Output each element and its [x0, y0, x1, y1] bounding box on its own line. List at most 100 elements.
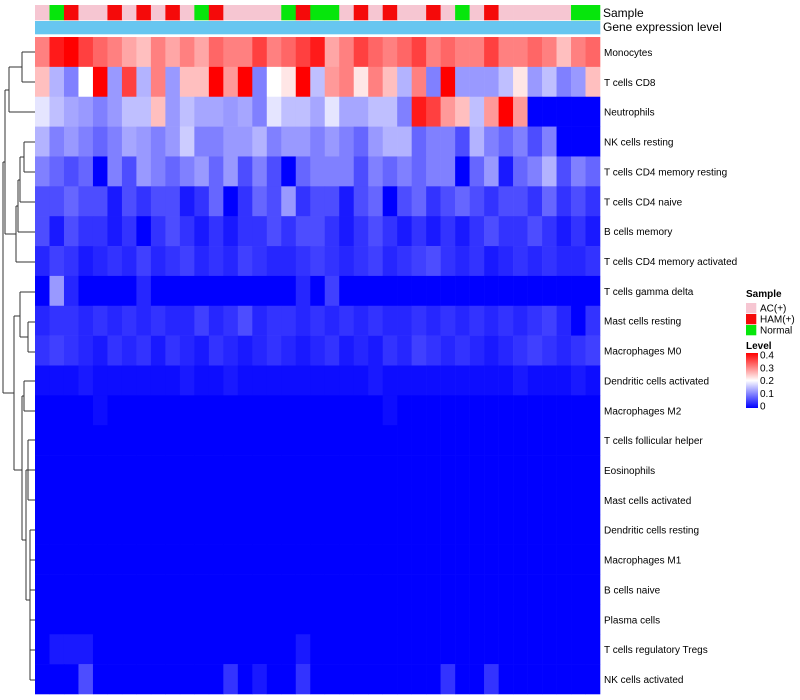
- heatmap-cell: [339, 275, 355, 307]
- heatmap-cell: [411, 335, 427, 366]
- heatmap-cell: [455, 275, 470, 307]
- heatmap-cell: [179, 216, 195, 247]
- heatmap-cell: [484, 96, 499, 127]
- heatmap-cell: [440, 664, 456, 695]
- heatmap-cell: [542, 335, 557, 366]
- heatmap-cell: [556, 395, 572, 426]
- heatmap-cell: [107, 126, 123, 157]
- heatmap-cell: [368, 305, 383, 336]
- heatmap-cell: [252, 604, 268, 635]
- heatmap-cell: [368, 186, 383, 217]
- heatmap-cell: [63, 96, 79, 127]
- heatmap-cell: [411, 634, 427, 665]
- heatmap-cell: [498, 514, 514, 545]
- heatmap-cell: [469, 634, 485, 665]
- heatmap-cell: [35, 216, 50, 247]
- heatmap-cell: [35, 275, 50, 307]
- heatmap-cell: [237, 514, 253, 545]
- heatmap-cell: [136, 156, 152, 187]
- heatmap-cell: [397, 664, 412, 695]
- heatmap-cell: [150, 664, 166, 695]
- heatmap-cell: [281, 574, 297, 605]
- heatmap-cell: [107, 514, 123, 545]
- heatmap-cell: [440, 216, 456, 247]
- sample-annotation-cell: [585, 5, 601, 21]
- heatmap-cell: [252, 634, 268, 665]
- heatmap-cell: [121, 216, 137, 247]
- heatmap-cell: [498, 574, 514, 605]
- heatmap-cell: [150, 156, 166, 187]
- heatmap-cell: [223, 66, 239, 98]
- heatmap-cell: [310, 604, 326, 635]
- heatmap-cell: [426, 156, 441, 187]
- heatmap-cell: [121, 96, 137, 127]
- heatmap-cell: [542, 425, 557, 456]
- heatmap-cell: [556, 37, 572, 68]
- heatmap-cell: [498, 126, 514, 157]
- heatmap-cell: [339, 395, 355, 426]
- heatmap-cell: [382, 186, 398, 217]
- heatmap-cell: [484, 246, 499, 277]
- heatmap-cell: [92, 395, 108, 426]
- gene-expression-track: [35, 21, 601, 35]
- heatmap-cell: [223, 335, 239, 366]
- heatmap-cell: [107, 574, 123, 605]
- heatmap-cell: [542, 96, 557, 127]
- heatmap-cell: [339, 37, 355, 68]
- heatmap-cell: [324, 604, 340, 635]
- heatmap-cell: [281, 96, 297, 127]
- heatmap-cell: [397, 216, 412, 247]
- heatmap-cell: [252, 574, 268, 605]
- heatmap-cell: [542, 216, 557, 247]
- heatmap-cell: [92, 96, 108, 127]
- heatmap-cell: [426, 335, 441, 366]
- heatmap-cell: [237, 275, 253, 307]
- heatmap-cell: [498, 275, 514, 307]
- heatmap-cell: [310, 96, 326, 127]
- heatmap-cell: [295, 275, 311, 307]
- heatmap-cell: [513, 664, 528, 695]
- heatmap-cell: [92, 305, 108, 336]
- heatmap-cell: [266, 335, 282, 366]
- heatmap-cell: [281, 66, 297, 98]
- heatmap-cell: [411, 604, 427, 635]
- heatmap-cell: [339, 664, 355, 695]
- heatmap-cell: [455, 216, 470, 247]
- heatmap-cell: [92, 455, 108, 486]
- sample-annotation-cell: [281, 5, 297, 21]
- heatmap-cell: [63, 216, 79, 247]
- heatmap-cell: [542, 37, 557, 68]
- heatmap-cell: [527, 484, 543, 516]
- heatmap-cell: [237, 37, 253, 68]
- heatmap-cell: [295, 335, 311, 366]
- heatmap-cell: [455, 544, 470, 575]
- heatmap-cell: [484, 425, 499, 456]
- heatmap-cell: [382, 544, 398, 575]
- heatmap-cell: [498, 186, 514, 217]
- heatmap-cell: [513, 96, 528, 127]
- heatmap-cell: [150, 305, 166, 336]
- heatmap-cell: [78, 126, 94, 157]
- heatmap-cell: [35, 66, 50, 98]
- heatmap-cell: [223, 37, 239, 68]
- heatmap-cell: [150, 395, 166, 426]
- heatmap-cell: [194, 544, 210, 575]
- heatmap-cell: [542, 634, 557, 665]
- heatmap-cell: [281, 186, 297, 217]
- heatmap-cell: [179, 66, 195, 98]
- sample-annotation-cell: [368, 5, 383, 21]
- heatmap-cell: [484, 514, 499, 545]
- heatmap-cell: [484, 186, 499, 217]
- heatmap-cell: [411, 126, 427, 157]
- legend-level-title: Level: [746, 341, 772, 352]
- heatmap-cell: [310, 126, 326, 157]
- heatmap-cell: [295, 365, 311, 396]
- heatmap-cell: [63, 335, 79, 366]
- legend-sample-swatch: [746, 325, 757, 336]
- sample-annotation-cell: [92, 5, 108, 21]
- heatmap-cell: [469, 156, 485, 187]
- heatmap-cell: [165, 37, 181, 68]
- heatmap-cell: [49, 126, 65, 157]
- heatmap-cell: [440, 365, 456, 396]
- heatmap-cell: [194, 275, 210, 307]
